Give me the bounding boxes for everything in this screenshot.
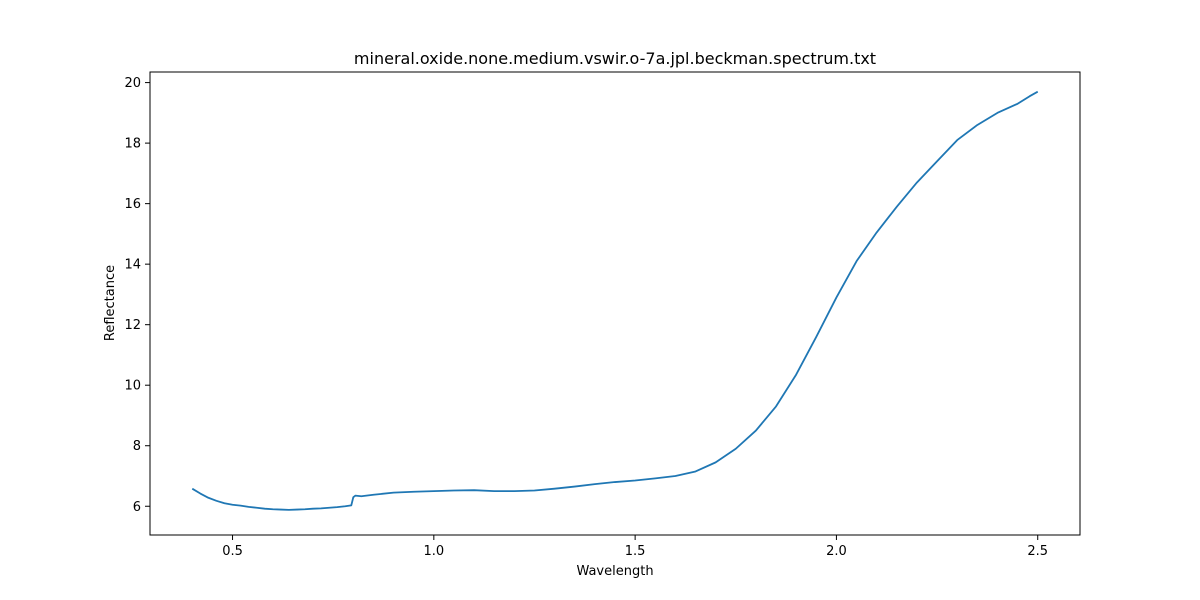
y-tick-label: 16 bbox=[124, 197, 141, 212]
y-tick-label: 20 bbox=[124, 76, 141, 91]
y-tick-label: 8 bbox=[133, 439, 141, 454]
x-tick-label: 2.5 bbox=[1027, 544, 1048, 559]
y-tick-label: 12 bbox=[124, 318, 141, 333]
y-tick-label: 14 bbox=[124, 258, 141, 273]
chart-title: mineral.oxide.none.medium.vswir.o-7a.jpl… bbox=[354, 49, 876, 68]
y-tick-label: 18 bbox=[124, 137, 141, 152]
x-tick-label: 1.0 bbox=[423, 544, 444, 559]
y-axis-label: Reflectance bbox=[103, 265, 118, 341]
x-tick-label: 2.0 bbox=[826, 544, 847, 559]
axis-ticks: 0.5 1.0 1.5 2.0 2.5 6 8 10 12 14 16 18 20 bbox=[124, 76, 1048, 559]
series-line-spectrum bbox=[191, 90, 1039, 511]
y-tick-label: 6 bbox=[133, 500, 141, 515]
x-axis-label: Wavelength bbox=[576, 564, 653, 579]
plot-area-frame bbox=[149, 71, 1081, 536]
y-tick-label: 10 bbox=[124, 379, 141, 394]
x-tick-label: 0.5 bbox=[222, 544, 243, 559]
x-tick-label: 1.5 bbox=[625, 544, 646, 559]
